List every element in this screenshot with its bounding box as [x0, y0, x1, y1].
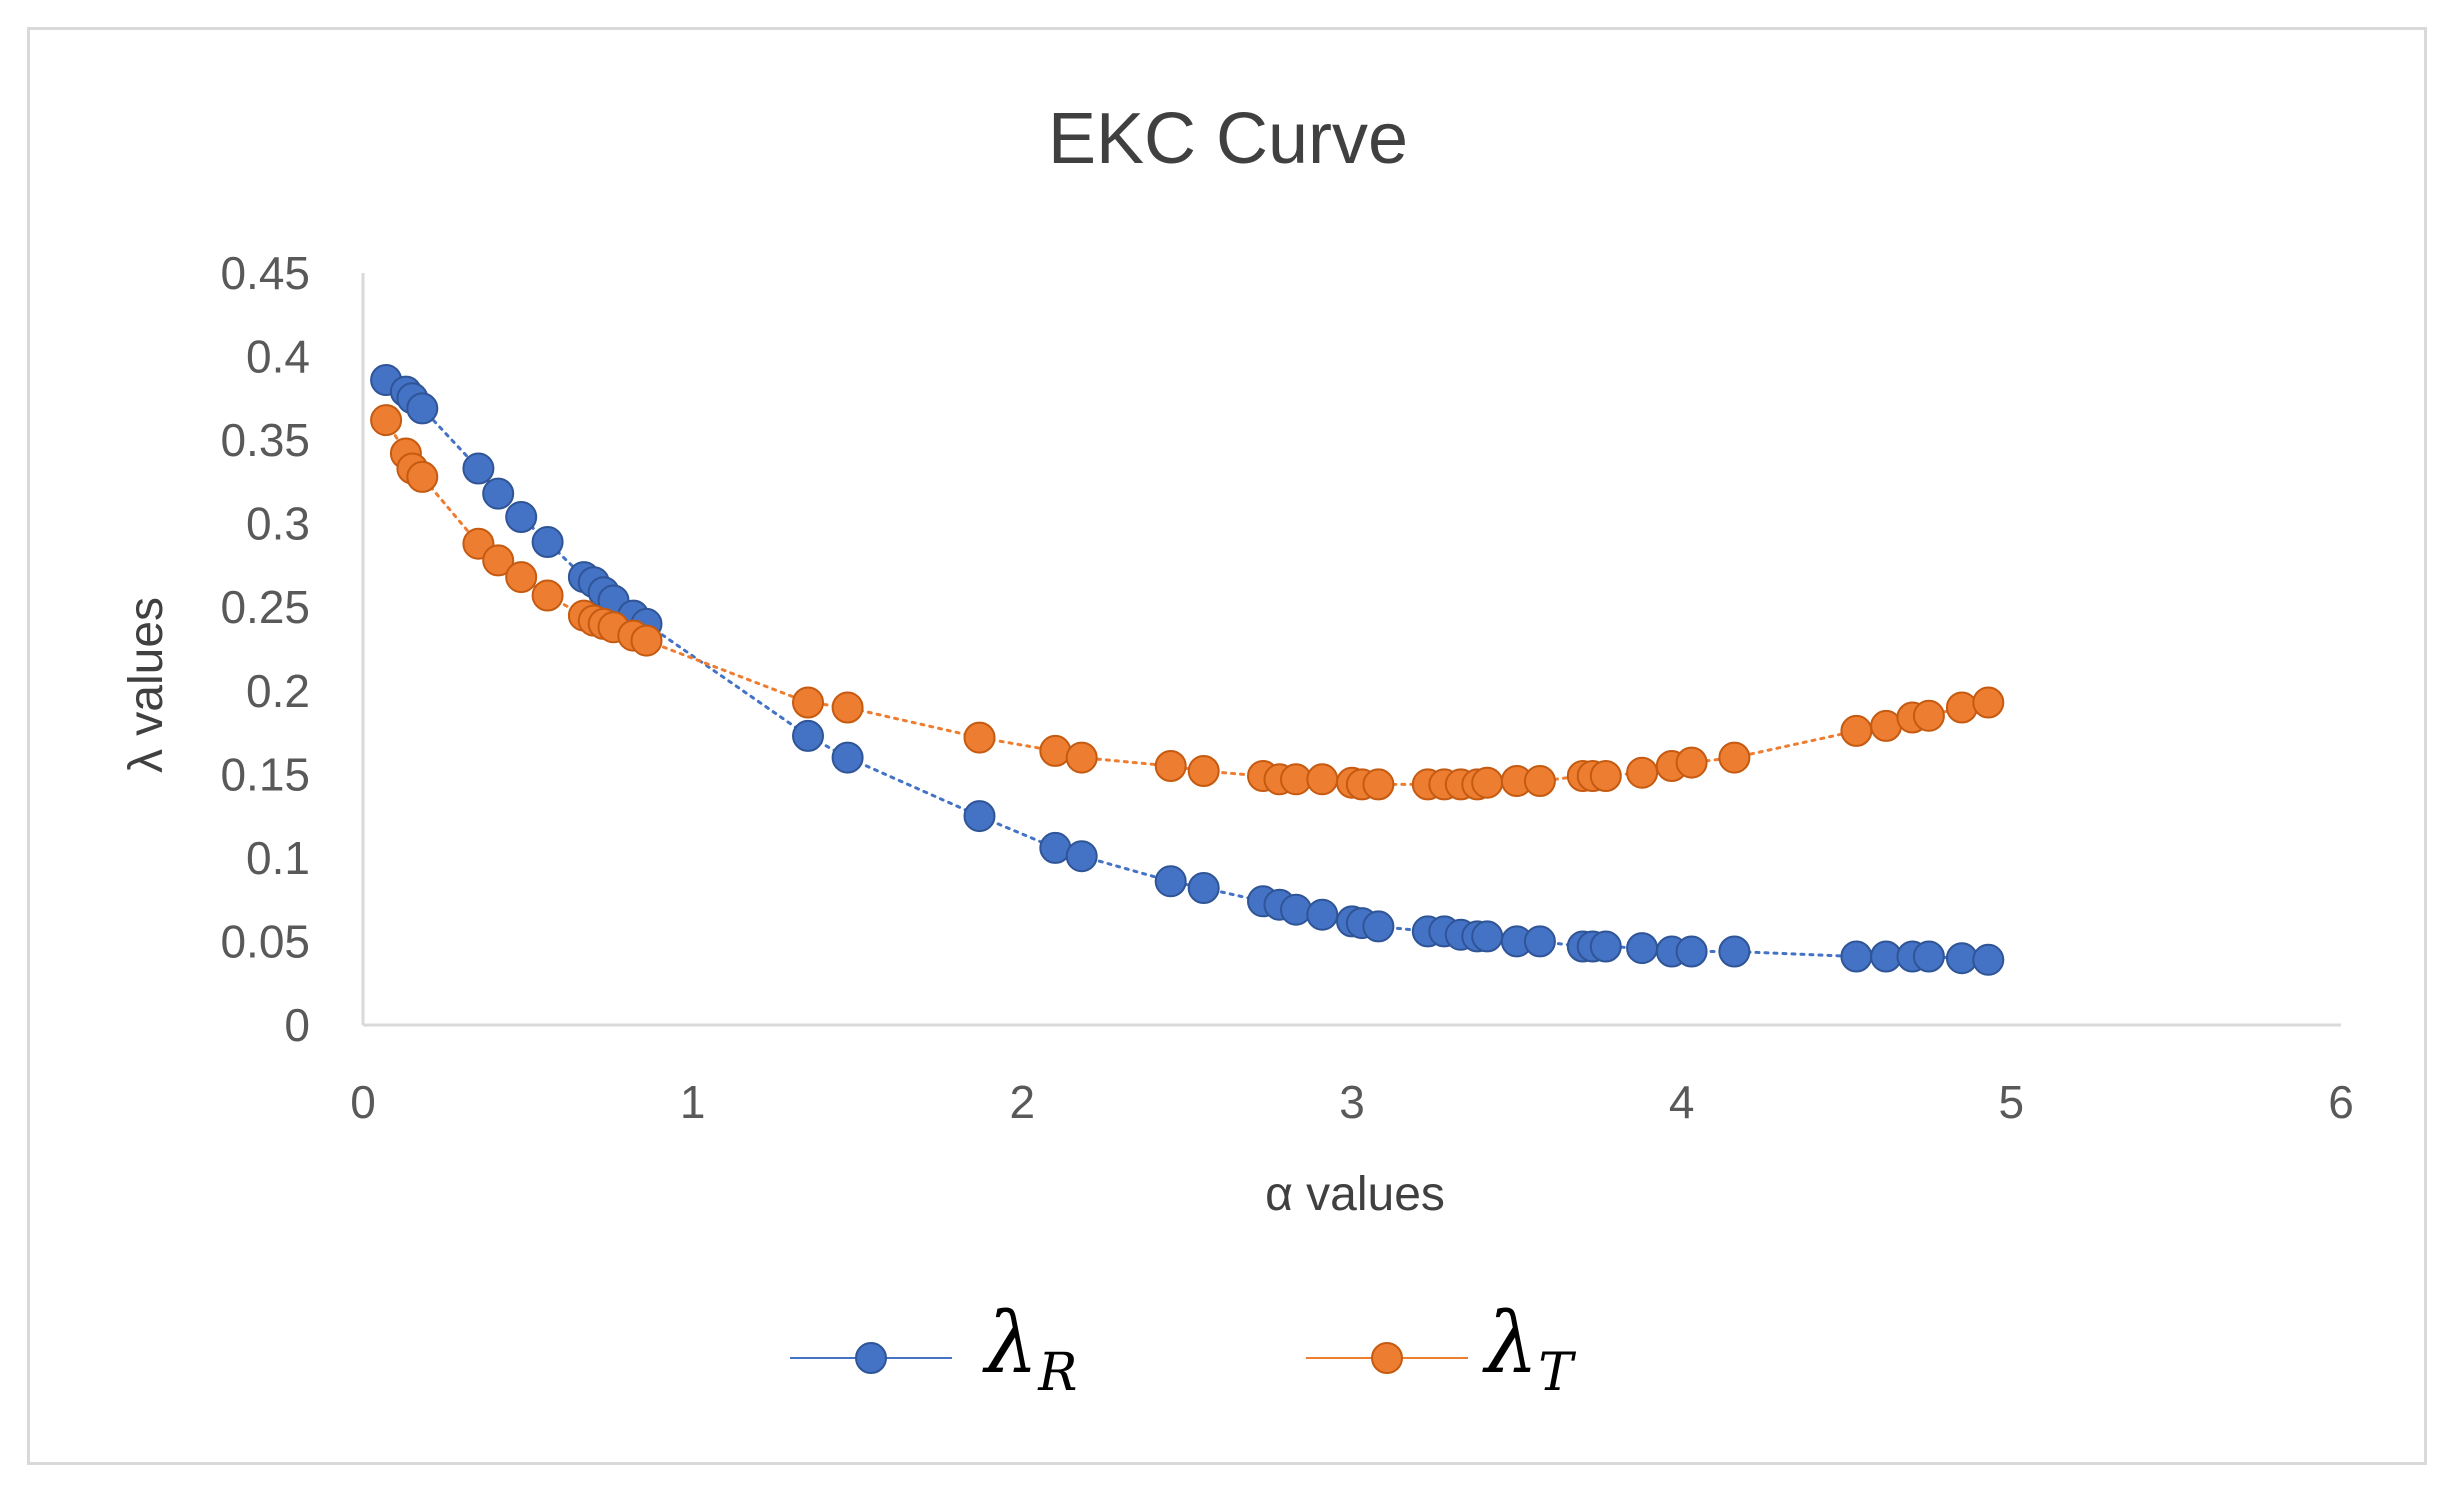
data-point[interactable]	[1718, 935, 1751, 968]
data-point[interactable]	[1718, 741, 1751, 774]
data-point[interactable]	[1626, 756, 1659, 789]
y-tick-label: 0.1	[246, 832, 310, 884]
data-point[interactable]	[1039, 734, 1072, 767]
y-tick-label: 0.05	[220, 915, 310, 967]
legend-subscript-lambda-r: R	[1037, 1343, 1077, 1403]
data-point[interactable]	[1840, 940, 1873, 973]
data-point[interactable]	[1675, 935, 1708, 968]
x-tick-label: 4	[1669, 1076, 1695, 1128]
y-tick-label: 0.2	[246, 665, 310, 717]
chart-title: EKC Curve	[1048, 99, 1408, 179]
chart-frame	[27, 27, 2427, 1465]
data-point[interactable]	[1523, 925, 1556, 958]
data-point[interactable]	[1972, 686, 2005, 719]
series-lambda-t	[370, 404, 2005, 801]
legend-symbol-lambda-r: λ	[982, 1294, 1038, 1392]
legend-item-lambda-t[interactable]: λT	[1306, 1294, 1576, 1403]
y-tick-label: 0.35	[220, 414, 310, 466]
data-point[interactable]	[1945, 691, 1978, 724]
y-tick-label: 0.25	[220, 581, 310, 633]
data-point[interactable]	[831, 741, 864, 774]
x-tick-label: 6	[2328, 1076, 2354, 1128]
data-point[interactable]	[1187, 755, 1220, 787]
x-tick-label: 2	[1010, 1076, 1036, 1128]
data-point[interactable]	[1039, 831, 1072, 864]
data-point[interactable]	[505, 501, 538, 533]
y-axis-label: λ values	[120, 597, 173, 773]
legend-subscript-lambda-t: T	[1538, 1343, 1576, 1403]
data-point[interactable]	[1362, 768, 1395, 801]
data-point[interactable]	[1362, 910, 1395, 943]
data-point[interactable]	[1471, 766, 1504, 799]
x-tick-label: 5	[1999, 1076, 2025, 1128]
data-point[interactable]	[482, 477, 515, 510]
legend-symbol-lambda-t: λ	[1482, 1294, 1538, 1392]
data-point[interactable]	[792, 686, 824, 719]
legend-label-lambda-t: λT	[1482, 1294, 1576, 1403]
data-point[interactable]	[1523, 765, 1556, 797]
data-point[interactable]	[531, 526, 564, 558]
x-tick-label: 1	[680, 1076, 706, 1128]
data-point[interactable]	[482, 544, 515, 577]
legend: λR λT	[790, 1294, 1576, 1403]
data-point[interactable]	[1589, 760, 1622, 792]
data-point[interactable]	[531, 579, 564, 612]
data-point[interactable]	[1589, 930, 1622, 963]
x-tick-label: 0	[350, 1076, 376, 1128]
data-point[interactable]	[1065, 741, 1098, 774]
data-point[interactable]	[1840, 714, 1873, 747]
series-layer	[370, 364, 2005, 976]
data-point[interactable]	[1280, 893, 1312, 926]
legend-label-lambda-r: λR	[982, 1294, 1077, 1403]
data-point[interactable]	[1306, 763, 1339, 796]
data-point[interactable]	[831, 691, 864, 724]
data-point[interactable]	[963, 800, 996, 833]
x-tick-labels: 0 1 2 3 4 5 6	[350, 1076, 2354, 1128]
y-tick-label: 0.4	[246, 331, 310, 383]
data-point[interactable]	[406, 460, 439, 493]
data-point[interactable]	[406, 392, 439, 425]
data-point[interactable]	[505, 561, 538, 594]
series-line	[384, 378, 1990, 962]
data-point[interactable]	[1626, 932, 1659, 965]
legend-marker-lambda-r	[855, 1342, 887, 1374]
data-point[interactable]	[1154, 865, 1187, 898]
data-point[interactable]	[462, 452, 495, 485]
x-axis-label: α values	[1265, 1168, 1445, 1221]
data-point[interactable]	[370, 404, 403, 437]
y-tick-label: 0.45	[220, 247, 310, 299]
y-tick-label: 0	[284, 999, 310, 1051]
y-tick-label: 0.15	[220, 748, 310, 800]
legend-marker-lambda-t	[1371, 1342, 1403, 1374]
data-point[interactable]	[963, 721, 996, 754]
y-tick-label: 0.3	[246, 498, 310, 550]
data-point[interactable]	[630, 624, 663, 657]
data-point[interactable]	[1912, 940, 1945, 973]
data-point[interactable]	[792, 719, 824, 752]
data-point[interactable]	[1187, 872, 1220, 904]
plot-area	[361, 273, 2341, 1027]
data-point[interactable]	[1675, 746, 1708, 779]
legend-item-lambda-r[interactable]: λR	[790, 1294, 1077, 1403]
data-point[interactable]	[1154, 750, 1187, 782]
x-tick-label: 3	[1339, 1076, 1365, 1128]
data-point[interactable]	[1306, 898, 1339, 931]
y-tick-labels: 0 0.05 0.1 0.15 0.2 0.25 0.3 0.35 0.4 0.45	[220, 247, 310, 1051]
data-point[interactable]	[1065, 840, 1098, 873]
data-point[interactable]	[1912, 699, 1945, 732]
data-point[interactable]	[1972, 943, 2005, 976]
data-point[interactable]	[1471, 920, 1504, 953]
series-lambda-r	[370, 364, 2005, 976]
